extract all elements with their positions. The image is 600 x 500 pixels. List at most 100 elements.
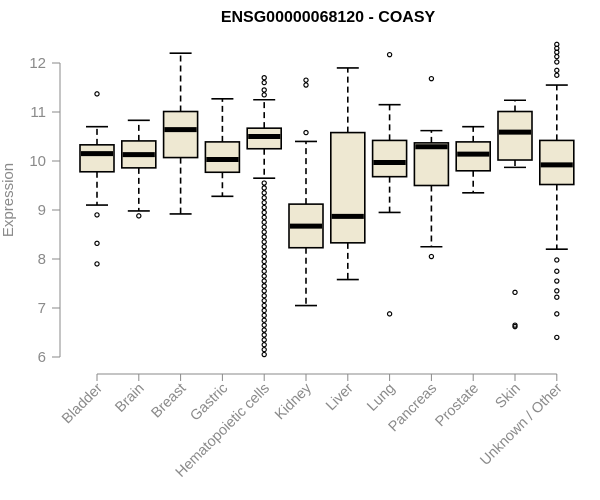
box [79, 144, 115, 173]
box [497, 110, 533, 161]
outlier-point [261, 195, 267, 201]
y-tick-label: 8 [38, 251, 46, 268]
x-tick-label: Bladder [59, 380, 106, 427]
outlier-point [261, 332, 267, 338]
x-tick-label: Brain [112, 381, 147, 416]
outlier-point [261, 297, 267, 304]
box-group [79, 91, 115, 267]
outlier-point [261, 219, 267, 225]
outlier-point [261, 258, 267, 265]
x-tick-label: Skin [493, 381, 524, 412]
outlier-point [261, 74, 267, 81]
outlier-point [94, 212, 100, 218]
outlier-point [261, 253, 267, 260]
outlier-point [512, 289, 518, 296]
outlier-point [261, 273, 267, 279]
outlier-point [554, 268, 560, 274]
y-tick-label: 10 [29, 153, 46, 170]
outlier-point [261, 234, 267, 240]
x-tick-label: Prostate [433, 381, 482, 430]
outlier-point [261, 302, 267, 309]
y-axis: 6 7 8 9 10 11 12 [29, 55, 61, 366]
box-group [204, 97, 241, 198]
outlier-point [554, 334, 560, 341]
outlier-point [512, 323, 518, 330]
box-group [121, 119, 157, 219]
box [371, 139, 408, 178]
y-tick-label: 7 [38, 300, 46, 317]
outlier-point [261, 180, 267, 186]
outlier-point [303, 129, 309, 136]
outlier-point [303, 82, 309, 88]
outlier-point [261, 342, 267, 348]
x-tick-label: Breast [148, 381, 189, 422]
box-group [497, 99, 533, 330]
box [162, 110, 199, 159]
outlier-point [261, 244, 267, 250]
outlier-point [261, 79, 267, 86]
outlier-point [261, 293, 267, 299]
outlier-point [261, 268, 267, 274]
outlier-point [94, 91, 100, 97]
box-group [288, 77, 324, 307]
outlier-point [261, 322, 267, 328]
box-group [329, 67, 366, 281]
outlier-point [261, 263, 267, 270]
outlier-point [261, 209, 267, 216]
outlier-point [261, 346, 267, 353]
outlier-point [554, 67, 560, 74]
x-tick-label: Kidney [272, 380, 315, 423]
chart-title: ENSG00000068120 - COASY [221, 9, 436, 26]
outlier-point [261, 248, 267, 255]
outlier-point [554, 59, 560, 65]
outlier-point [261, 288, 267, 294]
outlier-point [554, 311, 560, 317]
outlier-point [554, 288, 560, 294]
outlier-point [261, 224, 267, 230]
outlier-point [428, 253, 435, 260]
outlier-point [261, 337, 267, 343]
box-group [246, 74, 282, 358]
outlier-point [261, 307, 267, 314]
outlier-point [386, 51, 393, 58]
outlier-point [261, 229, 267, 235]
outlier-point [261, 204, 267, 211]
outlier-point [261, 190, 267, 196]
box-group [413, 75, 450, 260]
outlier-point [261, 312, 267, 319]
y-tick-label: 9 [38, 202, 46, 219]
outlier-point [554, 72, 560, 78]
outlier-point [94, 240, 100, 247]
outlier-point [261, 239, 267, 245]
box [413, 142, 450, 187]
outlier-point [303, 77, 309, 83]
outlier-point [94, 261, 100, 267]
box-group [371, 51, 408, 317]
outlier-point [261, 92, 267, 98]
outlier-point [136, 213, 142, 219]
x-tick-label: Liver [323, 380, 357, 414]
box [329, 131, 366, 244]
box-group [538, 41, 575, 341]
box-group [162, 52, 199, 215]
box-group [455, 125, 492, 194]
outlier-point [554, 257, 560, 263]
y-tick-label: 11 [30, 104, 46, 121]
outlier-point [428, 75, 435, 82]
box-series [79, 41, 575, 358]
outlier-point [554, 294, 560, 300]
outlier-point [261, 278, 267, 284]
outlier-point [261, 327, 267, 333]
y-tick-label: 6 [38, 349, 46, 366]
outlier-point [261, 351, 267, 358]
outlier-point [261, 317, 267, 323]
y-axis-label: Expression [0, 163, 17, 237]
y-tick-label: 12 [29, 55, 46, 72]
outlier-point [554, 278, 560, 284]
outlier-point [261, 87, 267, 93]
outlier-point [261, 185, 267, 191]
x-tick-label: Lung [364, 381, 398, 415]
outlier-point [554, 53, 560, 60]
